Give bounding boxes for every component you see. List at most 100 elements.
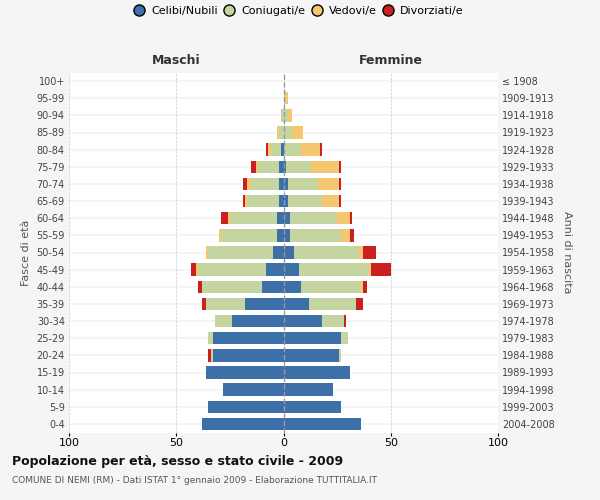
Bar: [208, 332, 213, 344]
Text: Maschi: Maschi: [152, 54, 200, 68]
Bar: [339, 178, 341, 190]
Bar: [339, 160, 341, 173]
Bar: [284, 366, 350, 378]
Bar: [284, 400, 341, 413]
Bar: [284, 144, 301, 156]
Bar: [339, 195, 341, 207]
Y-axis label: Anni di nascita: Anni di nascita: [562, 211, 572, 294]
Bar: [322, 315, 344, 327]
Bar: [251, 160, 256, 173]
Bar: [191, 264, 196, 276]
Bar: [208, 246, 273, 258]
Bar: [337, 212, 350, 224]
Bar: [251, 178, 279, 190]
Bar: [215, 315, 232, 327]
Bar: [284, 92, 286, 104]
Bar: [301, 144, 320, 156]
Bar: [258, 160, 279, 173]
Bar: [290, 212, 337, 224]
Bar: [206, 298, 245, 310]
Bar: [299, 264, 370, 276]
Bar: [245, 298, 284, 310]
Bar: [266, 144, 268, 156]
Bar: [211, 349, 213, 362]
Bar: [202, 280, 262, 293]
Bar: [284, 178, 288, 190]
Bar: [198, 280, 202, 293]
Bar: [320, 144, 322, 156]
Bar: [288, 178, 318, 190]
Bar: [288, 109, 292, 122]
Bar: [266, 264, 284, 276]
Bar: [228, 212, 230, 224]
Bar: [301, 280, 361, 293]
Bar: [277, 229, 284, 241]
Bar: [271, 144, 281, 156]
Bar: [350, 212, 352, 224]
Bar: [284, 109, 288, 122]
Bar: [206, 366, 284, 378]
Bar: [256, 160, 258, 173]
Bar: [311, 160, 339, 173]
Bar: [247, 195, 279, 207]
Bar: [286, 160, 311, 173]
Bar: [273, 246, 284, 258]
Bar: [344, 315, 346, 327]
Bar: [279, 126, 284, 138]
Bar: [213, 332, 284, 344]
Text: COMUNE DI NEMI (RM) - Dati ISTAT 1° gennaio 2009 - Elaborazione TUTTITALIA.IT: COMUNE DI NEMI (RM) - Dati ISTAT 1° genn…: [12, 476, 377, 485]
Bar: [206, 246, 208, 258]
Bar: [245, 195, 247, 207]
Bar: [202, 418, 284, 430]
Text: Femmine: Femmine: [359, 54, 423, 68]
Bar: [208, 349, 211, 362]
Y-axis label: Fasce di età: Fasce di età: [21, 220, 31, 286]
Bar: [284, 212, 290, 224]
Bar: [341, 229, 350, 241]
Bar: [230, 212, 277, 224]
Bar: [341, 332, 348, 344]
Bar: [359, 246, 363, 258]
Bar: [223, 384, 284, 396]
Bar: [322, 195, 339, 207]
Bar: [284, 418, 361, 430]
Bar: [286, 92, 288, 104]
Bar: [284, 332, 341, 344]
Bar: [243, 195, 245, 207]
Bar: [284, 384, 333, 396]
Bar: [284, 160, 286, 173]
Bar: [202, 298, 206, 310]
Bar: [318, 178, 339, 190]
Bar: [288, 195, 322, 207]
Bar: [277, 212, 284, 224]
Bar: [243, 178, 247, 190]
Bar: [356, 298, 363, 310]
Bar: [277, 126, 279, 138]
Bar: [370, 264, 371, 276]
Text: Popolazione per età, sesso e stato civile - 2009: Popolazione per età, sesso e stato civil…: [12, 455, 343, 468]
Bar: [363, 280, 367, 293]
Bar: [262, 280, 284, 293]
Bar: [339, 349, 341, 362]
Bar: [363, 246, 376, 258]
Bar: [221, 229, 277, 241]
Bar: [279, 195, 284, 207]
Bar: [294, 246, 359, 258]
Bar: [268, 144, 271, 156]
Bar: [232, 315, 284, 327]
Bar: [279, 160, 284, 173]
Bar: [284, 315, 322, 327]
Bar: [284, 126, 292, 138]
Bar: [290, 229, 341, 241]
Bar: [219, 229, 221, 241]
Bar: [281, 144, 284, 156]
Bar: [281, 109, 284, 122]
Bar: [284, 195, 288, 207]
Legend: Celibi/Nubili, Coniugati/e, Vedovi/e, Divorziati/e: Celibi/Nubili, Coniugati/e, Vedovi/e, Di…: [134, 3, 466, 18]
Bar: [284, 246, 294, 258]
Bar: [221, 212, 228, 224]
Bar: [197, 264, 266, 276]
Bar: [279, 178, 284, 190]
Bar: [350, 229, 354, 241]
Bar: [284, 229, 290, 241]
